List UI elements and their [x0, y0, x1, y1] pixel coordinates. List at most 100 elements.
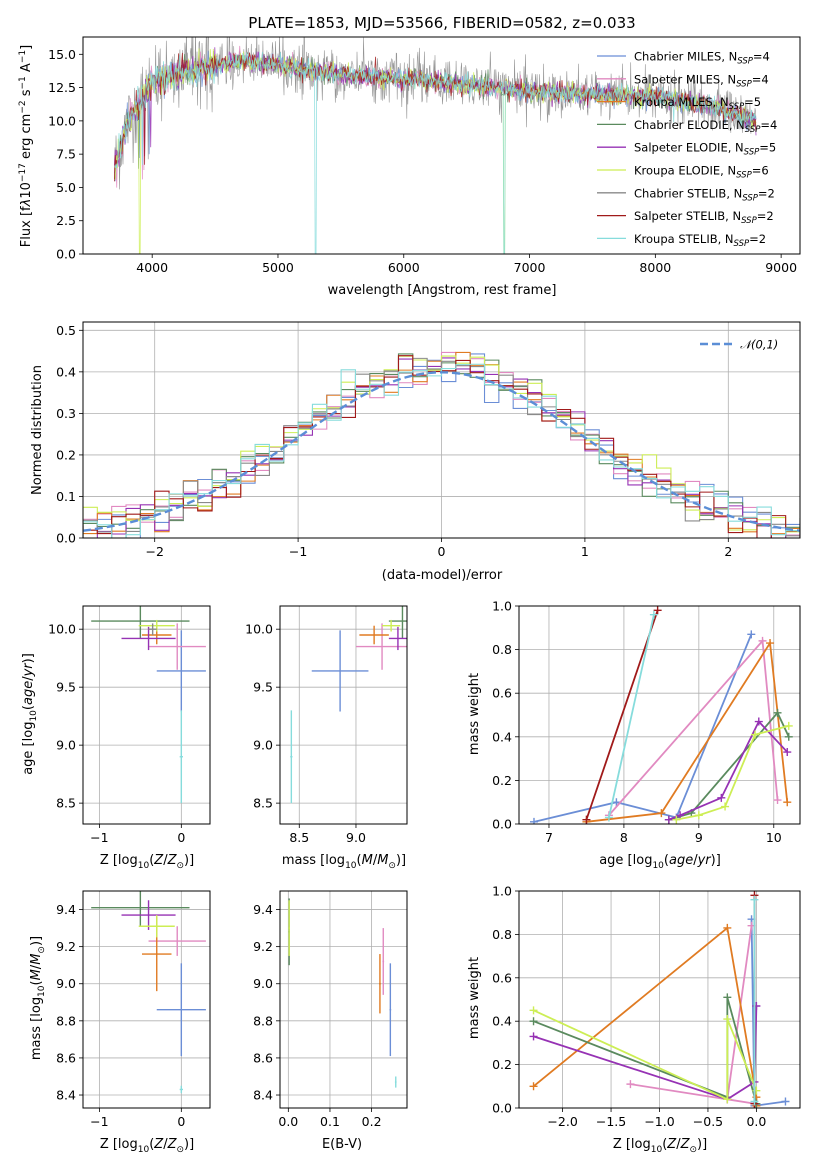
- weight-marker: [626, 1080, 635, 1089]
- age-vs-metallicity-plot: −1 0 8.5 9.0 9.5 10.0: [48, 605, 211, 845]
- weight-marker: [773, 708, 782, 717]
- x-tick-label: 7000: [514, 260, 546, 275]
- weight-marker: [766, 639, 775, 648]
- axes-frame: [518, 890, 801, 1109]
- axes-frame: [279, 890, 408, 1109]
- legend-subscript: SSP: [745, 125, 761, 135]
- y-tick-label: 9.5: [253, 680, 273, 695]
- y-tick-label: 0.3: [56, 406, 76, 421]
- ebv-axis-label: E(B-V): [322, 1137, 362, 1152]
- plot-content: [529, 891, 790, 1108]
- x-tick-label: 8000: [639, 260, 671, 275]
- y-tick-label: 0.2: [56, 447, 76, 462]
- residual-y-axis-label: Normed distribution: [30, 365, 45, 495]
- x-tick-label: 0.1: [320, 1114, 340, 1129]
- chart-title: PLATE=1853, MJD=53566, FIBERID=0582, z=0…: [248, 14, 635, 32]
- axes-frame: [82, 321, 801, 539]
- weight-marker: [758, 636, 767, 645]
- weight-line: [586, 640, 789, 823]
- legend-value: =2: [758, 186, 775, 200]
- y-tick-label: 0.4: [56, 364, 76, 379]
- legend-value: =5: [744, 95, 761, 109]
- x-tick-label: 9: [695, 830, 703, 845]
- mass-vs-ebv-plot: 0.0 0.1 0.2 8.4 8.6 8.8 9.0 9.2 9.4: [253, 890, 408, 1129]
- y-tick-label: 9.5: [56, 680, 76, 695]
- residual-x-axis-label: (data-model)/error: [382, 568, 503, 583]
- x-tick-label: −2: [145, 544, 163, 559]
- y-tick-label: 10.0: [48, 622, 76, 637]
- weight-marker: [664, 815, 673, 824]
- legend-label: Salpeter ELODIE, NSSP=5: [634, 141, 776, 158]
- errorbar-point: [379, 954, 381, 1014]
- errorbar-point: [288, 900, 290, 956]
- y-tick-label: 0.6: [492, 970, 512, 985]
- plot-content: [114, 37, 757, 254]
- errorbar-point: [121, 626, 176, 651]
- axes-frame: [82, 605, 211, 825]
- y-tick-label: 9.4: [56, 902, 76, 917]
- mass-axis-label-top: mass [log10(M/M⊙)]: [282, 853, 406, 871]
- errorbar-point: [382, 928, 385, 995]
- legend-label: Kroupa ELODIE, NSSP=6: [634, 164, 769, 181]
- errorbar-point: [91, 606, 190, 639]
- legend-label: Salpeter MILES, NSSP=4: [634, 72, 769, 89]
- weight-marker: [582, 815, 591, 824]
- weight-marker: [750, 1097, 759, 1106]
- spectrum-line-kroupa-stelib: [114, 51, 757, 254]
- weight-marker: [721, 802, 730, 811]
- errorbar-point: [355, 623, 407, 670]
- plot-content: [91, 606, 206, 804]
- weight-line: [533, 1005, 758, 1101]
- weight-marker: [773, 796, 782, 805]
- residual-histogram-panel: −2 −1 0 1 2 0.0 0.1 0.2 0.3 0.4 0.5 𝒩(0,1) (data-mo…: [30, 321, 801, 583]
- y-tick-label: 9.0: [56, 976, 76, 991]
- legend-label: 𝒩(0,1): [740, 338, 778, 352]
- errorbar-point: [156, 963, 206, 1057]
- y-tick-label: 8.8: [56, 1013, 76, 1028]
- z-axis-label-right: Z [log10(Z/Z⊙)]: [613, 1137, 707, 1155]
- weight-marker: [723, 1095, 732, 1104]
- normal-curve: [83, 371, 800, 532]
- x-tick-label: −1: [90, 1114, 108, 1129]
- z-axis-label-bottom: Z [log10(Z/Z⊙)]: [100, 1137, 194, 1155]
- y-tick-label: 9.0: [253, 976, 273, 991]
- weight-line: [585, 610, 659, 820]
- legend-subscript: SSP: [734, 239, 750, 249]
- z-axis-label-top: Z [log10(Z/Z⊙)]: [100, 853, 194, 871]
- errorbar-point: [121, 900, 176, 930]
- weight-marker: [649, 610, 658, 619]
- errorbar-point: [382, 619, 401, 632]
- errorbar-point: [91, 891, 190, 927]
- age-axis-label-left: age [log10(age/yr)]: [21, 653, 39, 775]
- y-tick-label: 8.8: [253, 1013, 273, 1028]
- mass-axis-label-left: mass [log10(M/M⊙)]: [29, 936, 47, 1060]
- x-tick-label: 9000: [765, 260, 797, 275]
- weight-marker: [783, 748, 792, 757]
- y-tick-label: 1.0: [492, 884, 512, 899]
- weight-marker: [781, 1097, 790, 1106]
- y-tick-label: 9.0: [56, 738, 76, 753]
- y-tick-label: 0.0: [492, 817, 512, 832]
- x-tick-label: 0: [177, 1114, 185, 1129]
- y-tick-label: 0.1: [56, 489, 76, 504]
- y-tick-label: 0.4: [492, 1014, 512, 1029]
- legend-subscript: SSP: [741, 216, 757, 226]
- x-tick-label: 0: [177, 830, 185, 845]
- x-tick-label: 6000: [388, 260, 420, 275]
- weight-marker: [747, 630, 756, 639]
- spectrum-legend: Chabrier MILES, NSSP=4 Salpeter MILES, NS…: [597, 50, 777, 249]
- legend-label: Kroupa STELIB, NSSP=2: [634, 232, 766, 249]
- x-tick-label: −0.5: [693, 1114, 723, 1129]
- errorbar-point: [311, 630, 369, 712]
- spectrum-panel: PLATE=1853, MJD=53566, FIBERID=0582, z=0…: [18, 14, 801, 298]
- weight-marker: [672, 815, 681, 824]
- weight-marker: [529, 1006, 538, 1015]
- y-tick-label: 0.2: [492, 1057, 512, 1072]
- errorbar-point: [179, 710, 183, 804]
- weight-marker: [529, 1082, 538, 1091]
- weight-marker: [784, 721, 793, 730]
- x-tick-label: 0.0: [746, 1114, 766, 1129]
- weight-marker: [751, 730, 760, 739]
- x-tick-label: 4000: [136, 260, 168, 275]
- y-tick-label: 7.5: [56, 147, 76, 162]
